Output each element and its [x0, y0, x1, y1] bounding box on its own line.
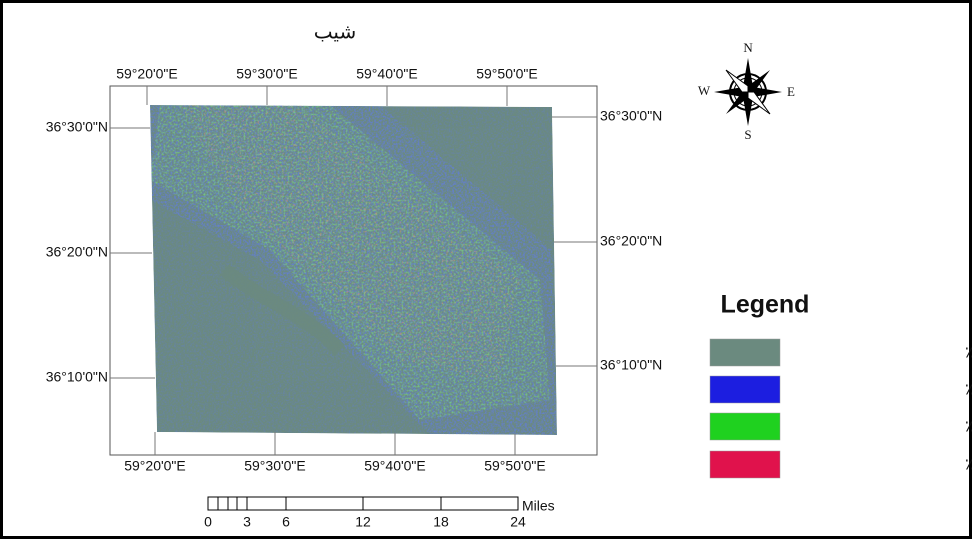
legend-swatch: [709, 338, 781, 367]
scale-label: 18: [433, 514, 449, 530]
scale-label: 12: [355, 514, 371, 530]
legend-label: شیب از ۵ ٪ الی ۹٪: [965, 380, 972, 400]
latitude-label: 36°10'0"N: [46, 369, 108, 385]
scale-label: 3: [243, 514, 251, 530]
latitude-label: 36°20'0"N: [600, 233, 662, 249]
north-arrow: N S E W: [698, 40, 795, 142]
latitude-label: 36°30'0"N: [46, 119, 108, 135]
compass-w: W: [698, 83, 711, 98]
scale-label: 0: [204, 514, 212, 530]
scale-segment: [246, 496, 287, 511]
compass-e: E: [787, 84, 795, 99]
legend-label: شیب از ۲ ٪ الی ۵٪: [965, 417, 972, 437]
neatline: [109, 85, 598, 456]
scale-segment: [285, 496, 364, 511]
legend-label: شیب کمتر از ۲٪: [965, 455, 972, 475]
slope-raster: [150, 105, 557, 435]
legend-label: شیب بالاتر از ۹٪: [965, 343, 972, 363]
scale-label: 6: [282, 514, 290, 530]
map-title: شیب: [314, 20, 356, 44]
scale-label: 24: [510, 514, 526, 530]
longitude-label: 59°40'0"E: [364, 458, 426, 474]
longitude-label: 59°20'0"E: [124, 458, 186, 474]
latitude-label: 36°30'0"N: [600, 108, 662, 124]
legend-swatch: [709, 412, 781, 441]
scale-unit: Miles: [522, 498, 555, 514]
graticule-ticks: [110, 86, 597, 455]
longitude-label: 59°30'0"E: [236, 66, 298, 82]
latitude-label: 36°10'0"N: [600, 357, 662, 373]
longitude-label: 59°50'0"E: [476, 66, 538, 82]
latitude-label: 36°20'0"N: [46, 244, 108, 260]
legend-title: Legend: [721, 291, 810, 319]
longitude-label: 59°50'0"E: [484, 458, 546, 474]
scale-segment: [440, 496, 519, 511]
compass-n: N: [743, 40, 753, 55]
compass-s: S: [744, 127, 751, 142]
scale-segment: [362, 496, 442, 511]
legend-swatch: [709, 375, 781, 404]
longitude-label: 59°30'0"E: [244, 458, 306, 474]
legend-swatch: [709, 450, 781, 479]
longitude-label: 59°20'0"E: [116, 66, 178, 82]
longitude-label: 59°40'0"E: [356, 66, 418, 82]
